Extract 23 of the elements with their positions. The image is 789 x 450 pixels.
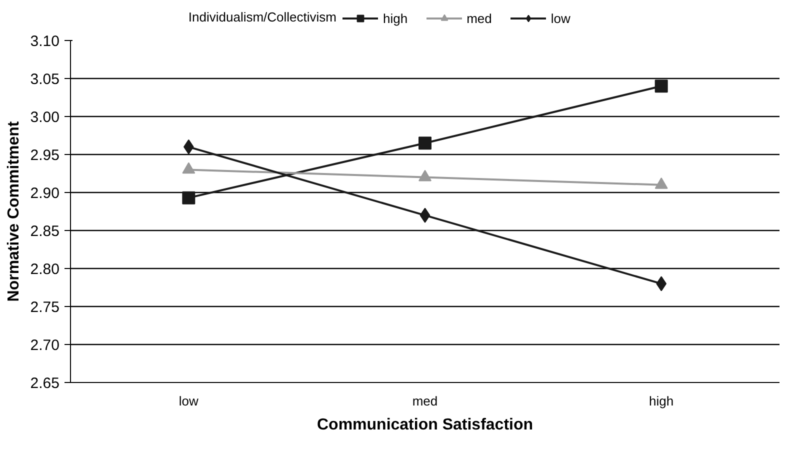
y-tick-label: 2.85 — [30, 223, 60, 240]
y-tick-label: 3.10 — [30, 33, 60, 50]
y-tick-label: 2.70 — [30, 337, 60, 354]
point — [182, 191, 196, 204]
y-tick-label: 3.05 — [30, 71, 60, 88]
y-tick-label: 3.00 — [30, 109, 60, 126]
y-tick-label: 2.95 — [30, 147, 60, 164]
point — [654, 80, 668, 93]
point — [420, 208, 430, 223]
x-tick-label: med — [412, 394, 438, 408]
y-tick-label: 2.65 — [30, 375, 60, 392]
y-tick-label: 2.80 — [30, 261, 60, 278]
x-axis-title: Communication Satisfaction — [316, 416, 534, 434]
point — [418, 136, 432, 150]
y-tick-label: 2.75 — [30, 299, 60, 316]
legend-label: med — [466, 10, 492, 26]
legend-title: Individualism/Collectivism — [188, 10, 337, 24]
x-tick-label: high — [649, 394, 674, 408]
y-tick-label: 2.90 — [30, 185, 60, 202]
y-axis-title: Normative Commitment — [5, 120, 22, 302]
legend-label: low — [550, 10, 571, 26]
legend-label: high — [383, 10, 408, 26]
x-tick-label: low — [178, 394, 200, 408]
